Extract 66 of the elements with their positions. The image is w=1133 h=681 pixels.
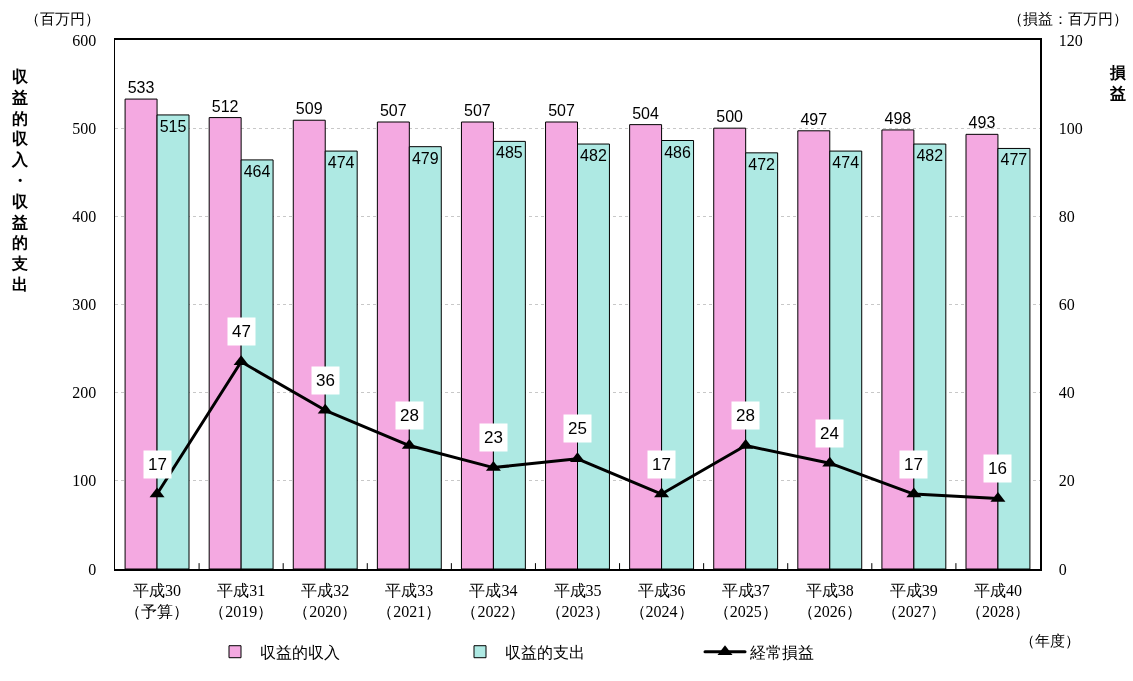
- x-tick-label: 平成35 （2023）: [545, 582, 610, 620]
- legend-label: 収益的収入: [260, 642, 340, 662]
- data-label: 515: [159, 117, 187, 135]
- data-label: 482: [916, 147, 944, 165]
- x-tick-label: 平成38 （2026）: [797, 582, 862, 620]
- x-tick-label: 平成34 （2022）: [461, 582, 526, 620]
- text: （年度）: [1020, 633, 1080, 649]
- data-label: 533: [127, 79, 155, 97]
- y2-tick-label: 100: [1058, 119, 1083, 137]
- data-label: 17: [904, 455, 923, 474]
- data-label: 28: [736, 406, 755, 425]
- y-tick-label: 600: [72, 31, 97, 49]
- data-label: 500: [716, 108, 744, 126]
- data-label: 486: [664, 143, 691, 161]
- data-label: 493: [968, 114, 996, 132]
- data-label: 17: [652, 455, 671, 474]
- data-label: 16: [988, 459, 1007, 478]
- data-label: 504: [632, 104, 660, 122]
- x-tick-label: 平成32 （2020）: [293, 582, 358, 620]
- text: （百万円）: [25, 11, 100, 27]
- y-tick-label: 100: [72, 472, 97, 490]
- data-label: 464: [243, 162, 271, 180]
- data-label: 17: [148, 455, 167, 474]
- y2-tick-label: 40: [1058, 384, 1075, 402]
- y-tick-label: 400: [72, 207, 97, 225]
- data-label: 24: [820, 424, 839, 443]
- data-label: 36: [316, 371, 335, 390]
- data-label: 472: [748, 155, 776, 173]
- data-label: 485: [495, 144, 523, 162]
- text: （損益：百万円）: [1008, 11, 1128, 27]
- y-tick-label: 0: [88, 560, 97, 578]
- data-label: 507: [379, 102, 407, 119]
- data-label: 512: [211, 97, 239, 115]
- legend-label: 収益的支出: [505, 642, 585, 662]
- x-tick-label: 平成33 （2021）: [377, 582, 442, 620]
- data-label: 498: [884, 109, 912, 127]
- y-tick-label: 300: [72, 296, 97, 314]
- y2-tick-label: 80: [1058, 207, 1075, 225]
- x-tick-label: 平成36 （2024）: [629, 582, 694, 620]
- data-label: 474: [327, 154, 355, 172]
- y-tick-label: 500: [72, 119, 97, 137]
- data-label: 25: [568, 419, 587, 438]
- y2-tick-label: 0: [1058, 560, 1067, 578]
- data-label: 28: [400, 406, 419, 425]
- data-label: 23: [484, 428, 503, 447]
- data-label: 477: [1000, 151, 1028, 169]
- data-label: 47: [232, 322, 251, 341]
- x-tick-label: 平成31 （2019）: [209, 582, 274, 620]
- text: 収益的収入・収益的支出: [12, 67, 28, 294]
- x-tick-label: 平成30 （予算）: [125, 582, 190, 620]
- legend-label: 経常損益: [749, 642, 814, 662]
- data-label: 479: [411, 149, 439, 167]
- y2-axis-title: 損益: [1109, 63, 1126, 103]
- y2-tick-label: 120: [1058, 31, 1083, 49]
- data-label: 482: [580, 147, 607, 165]
- data-label: 474: [832, 154, 860, 172]
- data-label: 507: [464, 102, 491, 119]
- data-label: 509: [295, 100, 323, 118]
- data-label: 497: [800, 110, 828, 128]
- x-tick-label: 平成40 （2028）: [965, 582, 1030, 620]
- x-tick-label: 平成39 （2027）: [881, 582, 946, 620]
- x-tick-label: 平成37 （2025）: [713, 582, 778, 620]
- y2-tick-label: 20: [1058, 472, 1075, 490]
- y2-tick-label: 60: [1058, 296, 1075, 314]
- y-tick-label: 200: [72, 384, 97, 402]
- data-label: 507: [548, 102, 575, 119]
